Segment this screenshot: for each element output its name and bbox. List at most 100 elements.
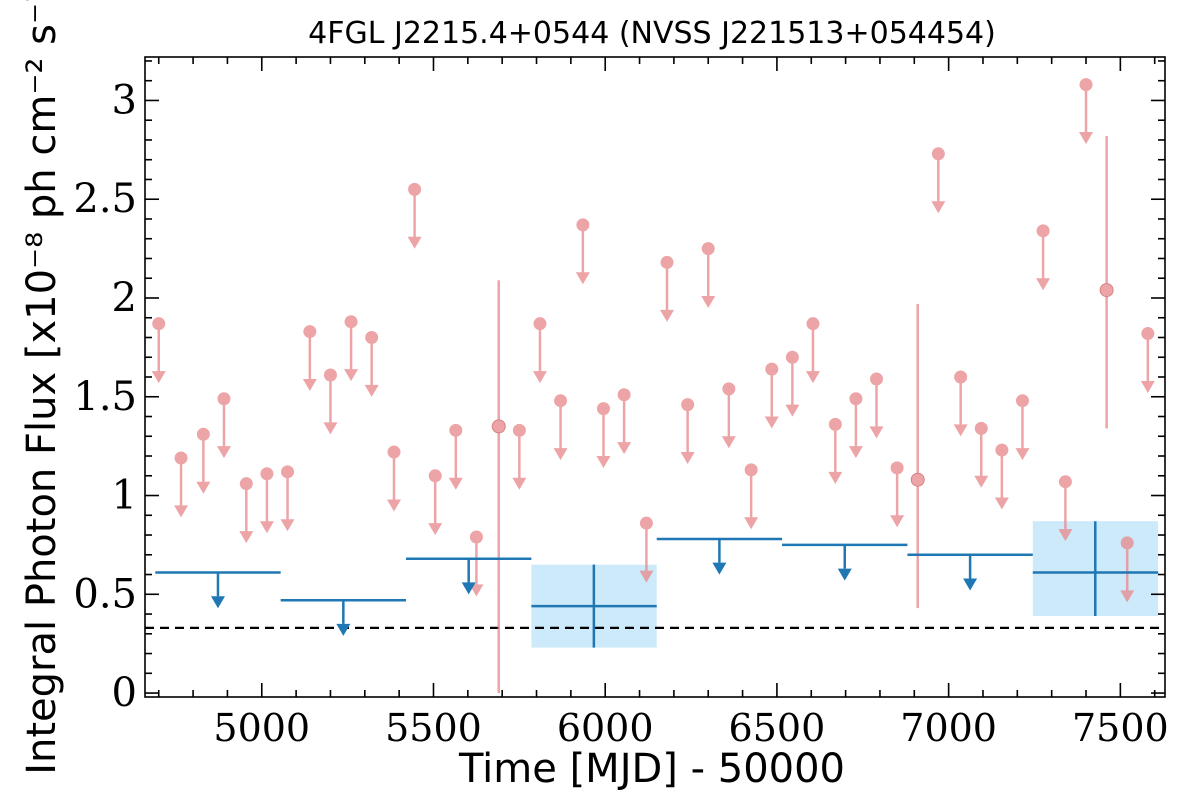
short-bin-upper-limit: [512, 423, 527, 490]
upper-limit-arrowhead: [785, 404, 800, 417]
short-bin-upper-limit: [532, 317, 547, 384]
upper-limit-arrowhead: [848, 446, 863, 459]
upper-limit-arrowhead: [660, 309, 675, 322]
short-bin-upper-limit: [721, 382, 736, 449]
long-bin-upper-limit-arrowhead: [712, 562, 727, 575]
upper-limit-marker: [890, 461, 904, 475]
upper-limit-arrowhead: [1120, 590, 1135, 603]
upper-limit-arrowhead: [151, 371, 166, 384]
upper-limit-marker: [323, 368, 337, 382]
short-bin-detection: [1099, 136, 1114, 429]
upper-limit-marker: [449, 423, 463, 437]
short-bin-upper-limit: [259, 467, 274, 534]
upper-limit-marker: [303, 325, 317, 339]
short-bin-upper-limit: [575, 218, 590, 285]
upper-limit-marker: [1120, 536, 1134, 550]
short-bin-upper-limit: [639, 516, 654, 583]
upper-limit-arrowhead: [1015, 448, 1030, 461]
upper-limit-marker: [576, 218, 590, 232]
upper-limit-arrowhead: [1058, 529, 1073, 542]
detection-marker: [1099, 283, 1114, 298]
short-bin-upper-limit: [364, 330, 379, 397]
upper-limit-arrowhead: [805, 371, 820, 384]
long-bin-upper-limit-arrowhead: [336, 623, 351, 636]
upper-limit-marker: [387, 445, 401, 459]
x-tick-label: 6500: [729, 706, 826, 750]
upper-limit-arrowhead: [532, 371, 547, 384]
upper-limit-marker: [681, 398, 695, 412]
upper-limit-marker: [870, 372, 884, 386]
upper-limit-arrowhead: [364, 384, 379, 397]
short-bin-upper-limit: [596, 402, 611, 469]
upper-limit-arrowhead: [344, 369, 359, 382]
upper-limit-arrowhead: [553, 448, 568, 461]
short-bin-detection: [491, 280, 506, 694]
upper-limit-marker: [806, 317, 820, 331]
upper-limit-arrowhead: [596, 456, 611, 469]
short-bin-upper-limit: [196, 427, 211, 494]
x-tick-label: 7000: [900, 706, 997, 750]
upper-limit-marker: [995, 443, 1009, 457]
upper-limit-arrowhead: [407, 236, 422, 249]
upper-limit-arrowhead: [239, 531, 254, 544]
upper-limit-marker: [849, 392, 863, 406]
short-bin-upper-limit: [848, 392, 863, 459]
upper-limit-arrowhead: [1140, 380, 1155, 393]
upper-limit-marker: [365, 330, 379, 344]
upper-limit-marker: [974, 421, 988, 435]
upper-limit-arrowhead: [1079, 132, 1094, 145]
upper-limit-arrowhead: [323, 422, 338, 435]
short-bin-upper-limit: [974, 421, 989, 488]
short-bin-upper-limit: [1036, 224, 1051, 291]
upper-limit-arrowhead: [764, 416, 779, 429]
y-tick-label: 0.5: [73, 571, 137, 617]
upper-limit-arrowhead: [1036, 278, 1051, 291]
upper-limit-arrowhead: [174, 505, 189, 518]
upper-limit-marker: [954, 370, 968, 384]
short-bin-upper-limit: [239, 477, 254, 544]
upper-limit-marker: [931, 147, 945, 161]
short-bin-upper-limit: [744, 463, 759, 530]
upper-limit-marker: [785, 350, 799, 364]
upper-limit-marker: [281, 465, 295, 479]
upper-limit-marker: [617, 388, 631, 402]
short-bin-upper-limit: [1079, 78, 1094, 145]
upper-limit-marker: [1015, 394, 1029, 408]
x-tick-label: 5000: [213, 706, 310, 750]
upper-limit-arrowhead: [216, 446, 231, 459]
short-bin-upper-limit: [1140, 327, 1155, 393]
upper-limit-marker: [428, 469, 442, 483]
short-bin-upper-limit: [174, 451, 189, 518]
y-tick-label: 2: [112, 275, 137, 321]
upper-limit-marker: [660, 255, 674, 269]
upper-limit-arrowhead: [701, 296, 716, 309]
upper-limit-marker: [217, 392, 231, 406]
upper-limit-arrowhead: [259, 521, 274, 534]
y-tick-label: 1: [112, 473, 137, 519]
chart-title: 4FGL J2215.4+0544 (NVSS J221513+054454): [308, 16, 996, 51]
long-bin-upper-limit-arrowhead: [963, 578, 978, 591]
short-bin-upper-limit: [931, 147, 946, 214]
upper-limit-arrowhead: [575, 272, 590, 285]
short-bin-upper-limit: [764, 362, 779, 429]
upper-limit-marker: [554, 394, 568, 408]
upper-limit-arrowhead: [931, 201, 946, 214]
upper-limit-marker: [1079, 78, 1093, 92]
upper-limit-marker: [512, 423, 526, 437]
upper-limit-arrowhead: [448, 477, 463, 490]
short-bin-upper-limit: [344, 315, 359, 382]
upper-limit-marker: [196, 427, 210, 441]
upper-limit-marker: [260, 467, 274, 481]
y-tick-label: 2.5: [73, 176, 137, 222]
y-tick-label: 0: [112, 670, 137, 716]
x-tick-label: 6000: [557, 706, 654, 750]
upper-limit-marker: [701, 242, 715, 256]
short-bin-upper-limit: [216, 392, 231, 459]
short-bin-upper-limit: [869, 372, 884, 439]
upper-limit-arrowhead: [828, 471, 843, 484]
upper-limit-marker: [1036, 224, 1050, 238]
x-axis-label: Time [MJD] - 50000: [458, 746, 845, 792]
short-bin-upper-limit: [151, 317, 166, 384]
short-bin-upper-limit: [828, 417, 843, 484]
upper-limit-arrowhead: [994, 497, 1009, 510]
